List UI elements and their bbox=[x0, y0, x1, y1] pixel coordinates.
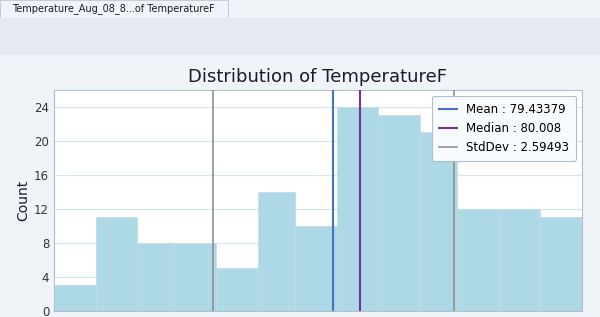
Y-axis label: Count: Count bbox=[16, 180, 30, 221]
Bar bbox=[137, 243, 175, 311]
Legend: Mean : 79.43379, Median : 80.008, StdDev : 2.59493: Mean : 79.43379, Median : 80.008, StdDev… bbox=[432, 96, 576, 161]
Bar bbox=[541, 217, 582, 311]
Bar bbox=[95, 217, 137, 311]
Bar bbox=[457, 209, 499, 311]
Bar bbox=[295, 226, 337, 311]
Bar bbox=[420, 132, 457, 311]
Bar bbox=[337, 107, 378, 311]
FancyBboxPatch shape bbox=[0, 0, 228, 18]
Bar bbox=[378, 115, 420, 311]
Bar bbox=[258, 192, 295, 311]
Text: Temperature_Aug_08_8...of TemperatureF: Temperature_Aug_08_8...of TemperatureF bbox=[12, 3, 215, 15]
Bar bbox=[499, 209, 541, 311]
Bar bbox=[216, 268, 258, 311]
Bar bbox=[175, 243, 216, 311]
Bar bbox=[54, 285, 95, 311]
Title: Distribution of TemperatureF: Distribution of TemperatureF bbox=[188, 68, 448, 86]
FancyBboxPatch shape bbox=[0, 18, 600, 55]
